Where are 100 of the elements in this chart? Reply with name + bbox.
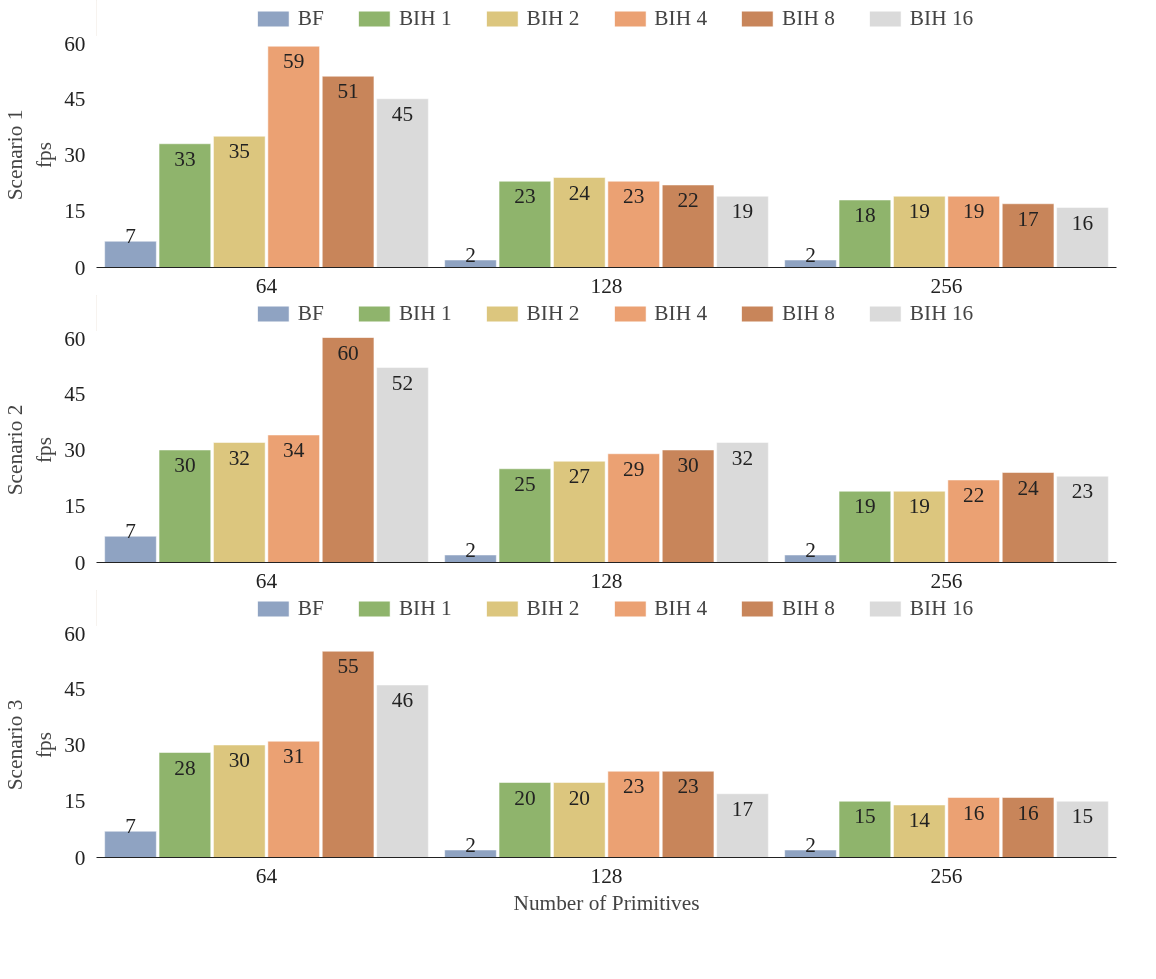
y-tick-label: 30 bbox=[64, 733, 86, 757]
data-label: 30 bbox=[174, 453, 196, 477]
data-label: 25 bbox=[514, 471, 536, 496]
legend-label: BIH 4 bbox=[654, 300, 708, 326]
data-label: 23 bbox=[623, 774, 645, 799]
x-tick-label: 64 bbox=[255, 273, 278, 298]
y-tick-label: 15 bbox=[64, 789, 86, 814]
data-label: 23 bbox=[514, 184, 536, 209]
y-tick-label: 0 bbox=[74, 255, 86, 280]
y-tick-label: 15 bbox=[64, 494, 86, 519]
x-tick-label: 128 bbox=[590, 863, 623, 888]
x-tick-label: 256 bbox=[930, 863, 963, 888]
legend-label: BIH 16 bbox=[909, 595, 974, 621]
data-label: 51 bbox=[337, 79, 359, 104]
data-label: 19 bbox=[908, 199, 930, 224]
legend-label: BIH 8 bbox=[782, 595, 835, 621]
legend-label: BIH 4 bbox=[654, 595, 708, 621]
x-tick-label: 64 bbox=[255, 568, 278, 593]
x-axis-title: Number of Primitives bbox=[513, 890, 700, 915]
x-tick-label: 128 bbox=[590, 273, 623, 298]
legend-label: BIH 1 bbox=[398, 5, 452, 31]
data-label: 23 bbox=[1071, 479, 1094, 504]
data-label: 23 bbox=[677, 774, 699, 799]
data-label: 59 bbox=[283, 49, 305, 74]
x-tick-label: 64 bbox=[255, 863, 278, 888]
data-label: 30 bbox=[228, 748, 250, 772]
legend-label: BIH 16 bbox=[909, 300, 974, 326]
legend-label: BIH 8 bbox=[782, 300, 835, 326]
legend-label: BF bbox=[297, 300, 324, 326]
data-label: 16 bbox=[963, 800, 985, 825]
legend-label: BF bbox=[297, 595, 324, 621]
data-label: 45 bbox=[391, 101, 414, 126]
legend-label: BIH 2 bbox=[526, 5, 580, 31]
legend-label: BIH 2 bbox=[526, 595, 580, 621]
data-label: 7 bbox=[125, 814, 137, 839]
data-label: 15 bbox=[1071, 804, 1094, 829]
data-label: 19 bbox=[908, 494, 930, 519]
y-axis-title: Scenario 3 fps bbox=[3, 699, 57, 791]
y-tick-label: 60 bbox=[64, 621, 86, 646]
y-tick-label: 45 bbox=[64, 86, 86, 111]
data-label: 19 bbox=[854, 494, 876, 519]
data-label: 24 bbox=[1017, 475, 1040, 500]
data-label: 23 bbox=[623, 184, 645, 209]
data-label: 31 bbox=[283, 744, 305, 769]
data-label: 20 bbox=[568, 785, 590, 810]
legend-label: BIH 1 bbox=[398, 595, 452, 621]
data-label: 35 bbox=[228, 139, 250, 164]
data-label: 2 bbox=[465, 538, 476, 562]
y-tick-label: 15 bbox=[64, 199, 86, 224]
data-label: 19 bbox=[963, 199, 985, 224]
y-tick-label: 30 bbox=[64, 143, 86, 167]
data-label: 17 bbox=[1017, 206, 1040, 231]
x-tick-label: 256 bbox=[930, 568, 963, 593]
data-label: 34 bbox=[283, 438, 305, 462]
data-label: 2 bbox=[805, 833, 816, 857]
data-label: 19 bbox=[731, 199, 754, 224]
data-label: 7 bbox=[125, 224, 137, 249]
data-label: 52 bbox=[391, 370, 414, 395]
data-label: 32 bbox=[228, 445, 250, 470]
data-label: 16 bbox=[1071, 210, 1094, 235]
data-label: 7 bbox=[125, 519, 137, 544]
legend-label: BIH 2 bbox=[526, 300, 580, 326]
y-tick-label: 45 bbox=[64, 381, 86, 406]
data-label: 16 bbox=[1017, 800, 1040, 825]
data-label: 32 bbox=[731, 445, 754, 470]
data-label: 2 bbox=[465, 243, 476, 267]
y-tick-label: 60 bbox=[64, 31, 86, 56]
data-label: 14 bbox=[908, 808, 931, 832]
data-label: 29 bbox=[623, 456, 645, 481]
y-tick-label: 0 bbox=[74, 550, 86, 575]
data-label: 18 bbox=[854, 203, 876, 227]
y-tick-label: 0 bbox=[74, 845, 86, 870]
y-axis-title: Scenario 1 fps bbox=[3, 109, 57, 201]
legend-label: BIH 16 bbox=[909, 5, 974, 31]
y-axis-title: Scenario 2 fps bbox=[3, 404, 57, 496]
y-tick-label: 45 bbox=[64, 676, 86, 701]
data-label: 60 bbox=[337, 340, 359, 365]
data-label: 20 bbox=[514, 785, 536, 810]
data-label: 24 bbox=[568, 180, 591, 205]
data-label: 2 bbox=[465, 833, 476, 857]
data-label: 33 bbox=[174, 146, 196, 171]
legend-label: BF bbox=[297, 5, 324, 31]
data-label: 15 bbox=[854, 804, 876, 829]
data-label: 30 bbox=[677, 453, 699, 477]
y-tick-label: 30 bbox=[64, 438, 86, 462]
legend-label: BIH 8 bbox=[782, 5, 835, 31]
data-label: 46 bbox=[391, 688, 414, 712]
x-tick-label: 128 bbox=[590, 568, 623, 593]
data-label: 2 bbox=[805, 243, 816, 267]
legend-label: BIH 4 bbox=[654, 5, 708, 31]
data-label: 22 bbox=[963, 483, 985, 507]
x-tick-label: 256 bbox=[930, 273, 963, 298]
legend-label: BIH 1 bbox=[398, 300, 452, 326]
data-label: 55 bbox=[337, 654, 359, 679]
data-label: 17 bbox=[731, 796, 754, 821]
y-tick-label: 60 bbox=[64, 326, 86, 351]
data-label: 2 bbox=[805, 538, 816, 562]
data-label: 28 bbox=[174, 755, 196, 780]
data-label: 22 bbox=[677, 188, 699, 212]
data-label: 27 bbox=[568, 464, 591, 489]
